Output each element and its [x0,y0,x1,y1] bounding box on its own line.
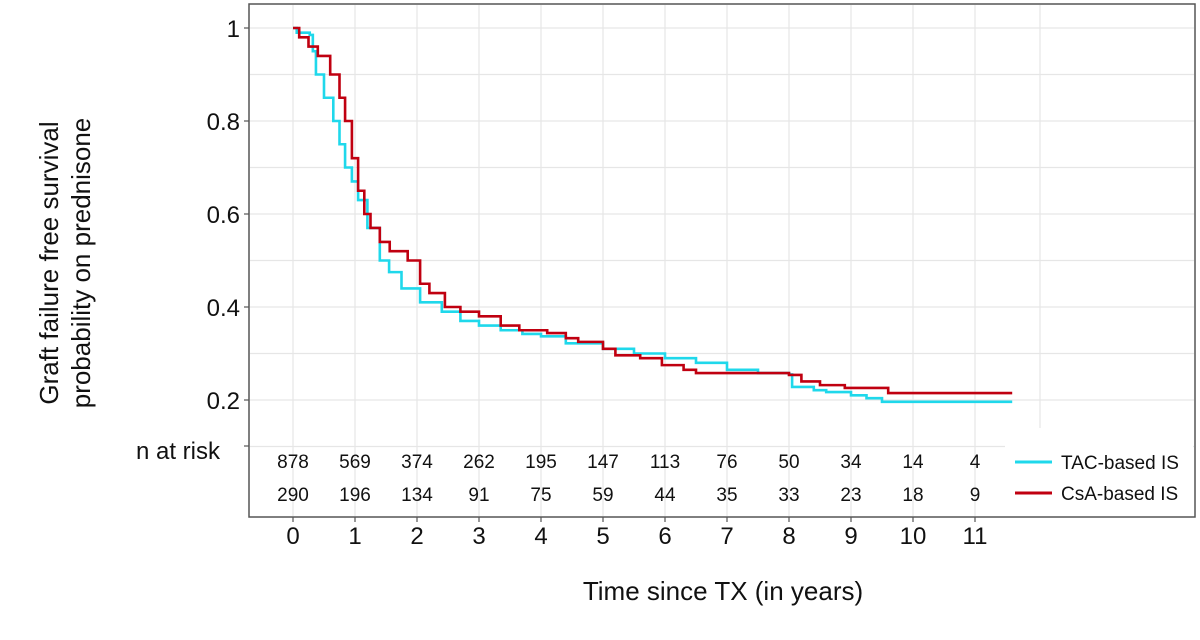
risk-count-csa: 23 [840,485,861,506]
y-tick-label: 0.4 [207,295,240,322]
y-axis-title-line-1: Graft failure free survival [34,121,64,404]
x-tick-label: 1 [348,523,361,550]
risk-count-csa: 290 [277,485,309,506]
risk-count-csa: 91 [468,485,489,506]
survival-curve-tac [293,26,1013,404]
x-axis-title: Time since TX (in years) [583,576,863,606]
legend-label-tac: TAC-based IS [1061,453,1179,474]
y-tick-label: 0.6 [207,202,240,229]
risk-count-csa: 33 [778,485,799,506]
risk-count-csa: 44 [654,485,676,506]
legend: TAC-based IS CsA-based IS [1015,453,1179,505]
x-tick-label: 3 [472,523,485,550]
risk-count-tac: 569 [339,452,371,473]
legend-label-csa: CsA-based IS [1061,484,1178,505]
risk-count-csa: 196 [339,485,371,506]
survival-curves [293,26,1013,404]
risk-count-csa: 9 [970,485,981,506]
risk-count-csa: 59 [592,485,613,506]
y-axis-title-line-2: probability on prednisone [66,118,96,409]
risk-count-csa: 75 [530,485,551,506]
x-tick-label: 9 [844,523,857,550]
risk-count-tac: 14 [902,452,924,473]
risk-count-tac: 262 [463,452,495,473]
y-tick-label: 1 [227,16,240,43]
risk-count-tac: 147 [587,452,619,473]
risk-count-csa: 18 [902,485,923,506]
y-tick-label: 0.2 [207,388,240,415]
x-tick-label: 11 [963,523,988,550]
survival-curve-csa [293,26,1013,395]
y-tick-label: 0.8 [207,109,240,136]
risk-count-tac: 34 [840,452,862,473]
legend-background [1005,430,1193,516]
risk-count-tac: 374 [401,452,433,473]
x-tick-label: 10 [900,523,927,550]
risk-count-tac: 878 [277,452,309,473]
x-tick-label: 6 [658,523,671,550]
y-axis: 0.2 0.4 0.6 0.8 1 [207,16,249,447]
risk-table: 878 569 374 262 195 147 113 76 50 34 14 4 290 196 134 9… [277,452,981,506]
x-axis: 0 1 2 3 4 5 6 7 8 9 10 11 [286,517,987,550]
x-tick-label: 5 [596,523,609,550]
x-tick-label: 4 [534,523,547,550]
risk-count-csa: 35 [716,485,737,506]
risk-count-tac: 50 [778,452,799,473]
risk-count-tac: 113 [650,452,680,473]
risk-count-tac: 4 [970,452,981,473]
plot-panel [248,3,1196,518]
x-tick-label: 7 [720,523,733,550]
x-tick-label: 0 [286,523,299,550]
grid [250,5,1194,516]
risk-table-label: n at risk [136,438,221,465]
risk-count-tac: 195 [525,452,557,473]
risk-count-csa: 134 [401,485,433,506]
risk-count-tac: 76 [716,452,737,473]
x-tick-label: 8 [782,523,795,550]
x-tick-label: 2 [410,523,423,550]
